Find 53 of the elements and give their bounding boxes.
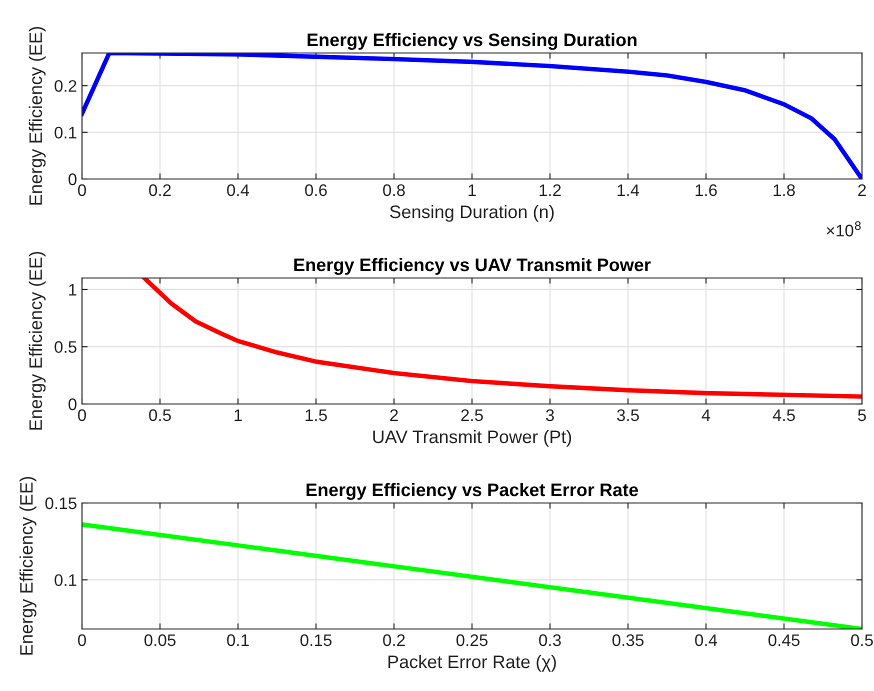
y-tick-label: 0.5 — [54, 341, 76, 353]
x-tick-label: 0.05 — [144, 634, 176, 646]
y-tick-label: 0.1 — [54, 574, 76, 586]
x-tick-label: 0.15 — [300, 634, 332, 646]
x-tick-label: 1.5 — [306, 409, 327, 422]
chart-title: Energy Efficiency vs Packet Error Rate — [306, 482, 638, 500]
x-tick-label: 0 — [78, 634, 86, 646]
chart-title: Energy Efficiency vs Sensing Duration — [308, 32, 636, 50]
chart-title: Energy Efficiency vs UAV Transmit Power — [294, 258, 651, 275]
x-tick-label: 0.35 — [612, 634, 644, 646]
y-tick-label: 0.15 — [45, 497, 76, 510]
x-axis-title: Packet Error Rate (χ) — [388, 654, 556, 672]
x-axis-title: UAV Transmit Power (Pt) — [373, 430, 572, 447]
x-tick-label: 2 — [390, 409, 398, 421]
x-tick-label: 3.5 — [617, 409, 639, 422]
x-axis-title: Sensing Duration (n) — [390, 204, 554, 222]
x-tick-label: 0 — [78, 409, 86, 422]
y-tick-label: 0.1 — [54, 126, 76, 139]
x-tick-label: 0 — [78, 184, 86, 196]
x-tick-label: 0.45 — [768, 634, 800, 646]
y-axis-title: Energy Efficiency (EE) — [28, 26, 46, 205]
x-tick-label: 1.6 — [696, 184, 717, 196]
x-tick-label: 0.4 — [227, 184, 250, 196]
y-axis-title: Energy Efficiency (EE) — [20, 476, 36, 655]
x-tick-label: 1.4 — [618, 184, 640, 196]
x-tick-label: 0.25 — [456, 634, 488, 646]
x-tick-label: 0.4 — [695, 634, 718, 646]
x-tick-label: 0.5 — [851, 634, 873, 646]
x-tick-label: 2.5 — [461, 409, 483, 422]
x-tick-label: 5 — [858, 409, 866, 422]
x-tick-label: 1 — [234, 409, 242, 421]
x-tick-label: 0.8 — [383, 184, 405, 196]
x-tick-label: 4 — [702, 409, 710, 421]
x-tick-label: 0.3 — [539, 634, 561, 646]
y-tick-label: 1 — [69, 284, 76, 296]
x-tick-label: 0.2 — [383, 634, 405, 646]
line-series — [82, 53, 862, 179]
y-tick-label: 0 — [68, 398, 76, 410]
x-tick-label: 0.5 — [149, 409, 171, 422]
x-tick-label: 1.8 — [774, 184, 795, 196]
x-tick-label: 1 — [468, 184, 476, 196]
text: ×10$^{8}$ — [826, 221, 861, 236]
x-tick-label: 1.2 — [540, 184, 561, 196]
x-tick-label: 4.5 — [772, 409, 795, 422]
x-tick-label: 0.2 — [149, 184, 171, 196]
x-tick-label: 2 — [858, 184, 866, 196]
x-tick-label: 0.6 — [305, 184, 327, 196]
y-tick-label: 0.2 — [54, 80, 76, 92]
x-tick-label: 0.1 — [227, 634, 249, 646]
x-tick-label: 3 — [546, 409, 554, 422]
y-tick-label: 0 — [68, 173, 76, 186]
line-series — [142, 278, 862, 399]
y-axis-title: Energy Efficiency (EE) — [28, 252, 46, 430]
